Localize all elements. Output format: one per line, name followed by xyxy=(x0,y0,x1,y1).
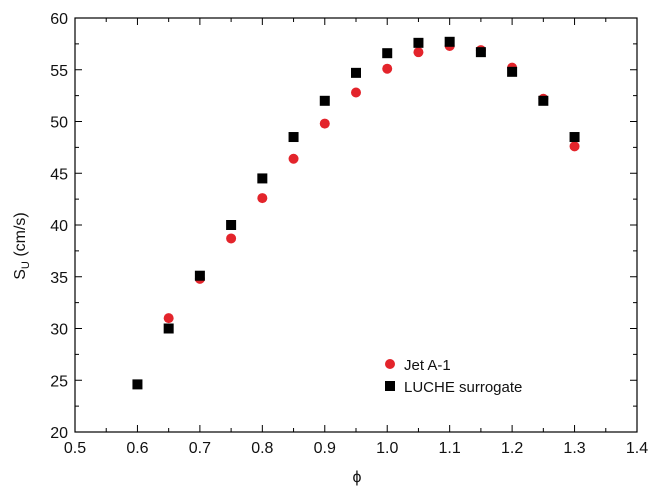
plot-area xyxy=(74,17,638,433)
data-point-jet-a-1 xyxy=(257,193,268,204)
y-tick-label: 25 xyxy=(50,373,68,390)
data-point-luche-surrogate xyxy=(475,47,486,58)
data-point-luche-surrogate xyxy=(194,270,205,281)
y-tick-labels: 20 25 30 35 40 45 50 55 60 xyxy=(50,11,68,442)
y-tick-label: 40 xyxy=(50,218,68,235)
legend: Jet A-1 LUCHE surrogate xyxy=(385,357,522,396)
data-point-jet-a-1 xyxy=(163,313,174,324)
legend-marker-luche-surrogate xyxy=(385,381,395,391)
x-tick-label: 1.4 xyxy=(626,440,648,457)
y-tick-label: 55 xyxy=(50,63,68,80)
data-point-luche-surrogate xyxy=(257,173,268,184)
data-point-luche-surrogate xyxy=(569,132,580,143)
x-tick-label: 1.0 xyxy=(376,440,398,457)
x-axis-title: ϕ xyxy=(353,469,362,486)
y-tick-label: 20 xyxy=(50,425,68,442)
axis-ticks xyxy=(74,17,638,433)
x-tick-label: 0.9 xyxy=(314,440,336,457)
x-tick-label: 1.3 xyxy=(563,440,585,457)
y-axis-title-subscript: U xyxy=(20,261,32,269)
plot-frame xyxy=(74,17,638,433)
x-tick-label: 0.6 xyxy=(126,440,148,457)
y-tick-label: 45 xyxy=(50,166,68,183)
data-point-jet-a-1 xyxy=(569,141,580,152)
data-point-luche-surrogate xyxy=(319,95,330,106)
data-point-jet-a-1 xyxy=(288,153,299,164)
x-tick-label: 1.2 xyxy=(501,440,523,457)
x-tick-label: 0.5 xyxy=(64,440,86,457)
data-point-luche-surrogate xyxy=(444,36,455,47)
legend-label-luche-surrogate: LUCHE surrogate xyxy=(404,379,522,396)
y-tick-label: 35 xyxy=(50,270,68,287)
data-point-jet-a-1 xyxy=(351,87,361,98)
y-tick-label: 60 xyxy=(50,11,68,28)
y-tick-label: 50 xyxy=(50,115,68,132)
data-point-luche-surrogate xyxy=(507,66,518,77)
legend-marker-jet-a1 xyxy=(385,359,395,369)
y-tick-label: 30 xyxy=(50,322,68,339)
data-point-luche-surrogate xyxy=(163,323,174,334)
data-point-luche-surrogate xyxy=(351,67,361,78)
x-tick-label: 0.7 xyxy=(189,440,211,457)
data-point-luche-surrogate xyxy=(288,132,299,143)
data-point-jet-a-1 xyxy=(413,47,424,58)
data-point-luche-surrogate xyxy=(413,37,424,48)
data-point-jet-a-1 xyxy=(382,63,393,74)
x-tick-label: 1.1 xyxy=(439,440,461,457)
data-point-luche-surrogate xyxy=(226,220,237,230)
data-point-jet-a-1 xyxy=(226,233,237,244)
data-point-luche-surrogate xyxy=(382,48,393,59)
y-axis-title-main: S xyxy=(12,269,29,280)
data-points xyxy=(132,36,580,390)
y-axis-title-unit: (cm/s) xyxy=(12,212,29,261)
legend-label-jet-a1: Jet A-1 xyxy=(404,357,451,374)
data-point-jet-a-1 xyxy=(319,118,330,129)
x-tick-label: 0.8 xyxy=(251,440,273,457)
x-tick-labels: 0.5 0.6 0.7 0.8 0.9 1.0 1.1 1.2 1.3 1.4 xyxy=(64,440,648,457)
data-point-luche-surrogate xyxy=(538,95,549,106)
y-axis-title: SU (cm/s) xyxy=(12,212,32,280)
data-point-luche-surrogate xyxy=(132,379,143,390)
